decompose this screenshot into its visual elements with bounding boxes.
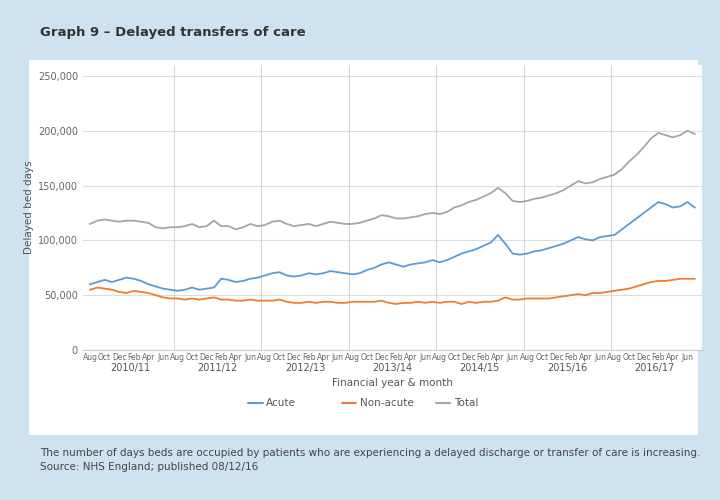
- Text: Source: NHS England; published 08/12/16: Source: NHS England; published 08/12/16: [40, 462, 258, 472]
- Total: [363, 218, 372, 224]
- Non-acute: [93, 284, 102, 290]
- Total: [552, 190, 561, 196]
- Acute: [690, 204, 699, 210]
- Total: [231, 226, 240, 232]
- Acute: [363, 267, 372, 273]
- Total: [392, 216, 400, 222]
- Acute: [174, 288, 182, 294]
- Acute: [654, 199, 662, 205]
- Non-acute: [676, 276, 685, 282]
- Text: 2016/17: 2016/17: [634, 362, 675, 372]
- Non-acute: [122, 290, 131, 296]
- Text: Financial year & month: Financial year & month: [332, 378, 453, 388]
- Non-acute: [690, 276, 699, 282]
- Total: [122, 218, 131, 224]
- Total: [86, 221, 94, 227]
- Text: 2010/11: 2010/11: [110, 362, 150, 372]
- Text: Non-acute: Non-acute: [360, 398, 414, 407]
- Non-acute: [392, 301, 400, 307]
- Total: [690, 131, 699, 137]
- Non-acute: [552, 294, 561, 300]
- Total: [683, 128, 692, 134]
- Acute: [86, 281, 94, 287]
- Acute: [552, 243, 561, 249]
- Text: Graph 9 – Delayed transfers of care: Graph 9 – Delayed transfers of care: [40, 26, 305, 39]
- Y-axis label: Delayed bed days: Delayed bed days: [24, 160, 34, 254]
- Non-acute: [384, 300, 393, 306]
- Non-acute: [86, 286, 94, 292]
- Line: Non-acute: Non-acute: [90, 279, 695, 304]
- Acute: [93, 279, 102, 285]
- Text: 2012/13: 2012/13: [285, 362, 325, 372]
- Text: Acute: Acute: [266, 398, 296, 407]
- Text: Total: Total: [454, 398, 478, 407]
- Text: 2015/16: 2015/16: [547, 362, 588, 372]
- Text: The number of days beds are occupied by patients who are experiencing a delayed : The number of days beds are occupied by …: [40, 448, 700, 458]
- Acute: [122, 274, 131, 280]
- Total: [93, 218, 102, 224]
- Acute: [392, 262, 400, 268]
- Non-acute: [581, 292, 590, 298]
- Line: Total: Total: [90, 131, 695, 230]
- Text: 2013/14: 2013/14: [372, 362, 413, 372]
- Non-acute: [355, 299, 364, 305]
- Text: 2014/15: 2014/15: [459, 362, 500, 372]
- Line: Acute: Acute: [90, 202, 695, 291]
- Acute: [581, 236, 590, 242]
- Total: [581, 180, 590, 186]
- Text: 2011/12: 2011/12: [197, 362, 238, 372]
